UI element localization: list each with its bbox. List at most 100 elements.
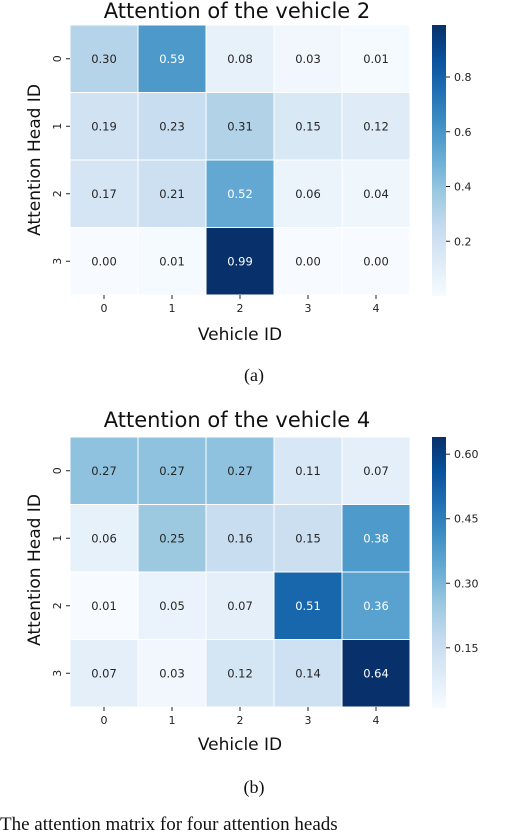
heatmap-cell xyxy=(341,436,411,505)
y-tick-labels: 0 1 2 3 xyxy=(51,467,70,677)
colorbar: 0.2 0.4 0.6 0.8 xyxy=(432,25,472,296)
cell-value-label: 0.36 xyxy=(363,599,389,613)
cell-value-label: 0.51 xyxy=(295,599,321,613)
cell-value-label: 0.16 xyxy=(227,531,253,545)
x-tick-label: 0 xyxy=(101,302,108,315)
x-tick-label: 4 xyxy=(373,302,380,315)
y-tick-label: 3 xyxy=(51,670,64,677)
cell-value-label: 0.17 xyxy=(91,187,117,201)
chart-title: Attention of the vehicle 2 xyxy=(104,0,370,23)
colorbar-tick-label: 0.30 xyxy=(454,577,479,590)
colorbar-tick-label: 0.8 xyxy=(454,71,472,84)
colorbar-tick-label: 0.15 xyxy=(454,642,479,655)
x-tick-label: 3 xyxy=(305,302,312,315)
heatmap-cell xyxy=(273,24,343,93)
y-tick-labels: 0 1 2 3 xyxy=(51,55,70,265)
cell-value-label: 0.59 xyxy=(159,52,185,66)
cell-value-label: 0.11 xyxy=(295,464,321,478)
cell-value-label: 0.03 xyxy=(295,52,321,66)
heatmap-cell xyxy=(341,92,411,161)
y-tick-label: 1 xyxy=(51,535,64,542)
heatmap-cell xyxy=(205,227,275,296)
heatmap-cell xyxy=(341,159,411,228)
heatmap-cell xyxy=(205,504,275,573)
heatmap-cell xyxy=(137,436,207,505)
x-tick-label: 4 xyxy=(373,714,380,727)
heatmap-cell xyxy=(205,92,275,161)
colorbar-gradient xyxy=(432,25,446,296)
heatmap-cell xyxy=(341,571,411,640)
x-tick-label: 0 xyxy=(101,714,108,727)
heatmap-cell xyxy=(273,639,343,708)
heatmap-panel-a: Attention of the vehicle 2 Attention Hea… xyxy=(25,0,472,386)
heatmap-cell xyxy=(341,504,411,573)
cell-value-label: 0.30 xyxy=(91,52,117,66)
cell-value-label: 0.23 xyxy=(159,119,185,133)
x-axis-label: Vehicle ID xyxy=(198,735,282,755)
heatmap-cell xyxy=(137,227,207,296)
x-tick-label: 2 xyxy=(237,302,244,315)
cell-value-label: 0.04 xyxy=(363,187,389,201)
heatmap-cell xyxy=(205,571,275,640)
x-tick-label: 1 xyxy=(169,714,176,727)
cell-value-label: 0.64 xyxy=(363,666,389,680)
heatmap-cell xyxy=(69,92,139,161)
heatmap-cell xyxy=(137,159,207,228)
heatmap-cell xyxy=(137,24,207,93)
y-axis-label: Attention Head ID xyxy=(25,494,45,646)
y-tick-label: 3 xyxy=(51,258,64,265)
heatmap-cell xyxy=(205,24,275,93)
cell-value-label: 0.07 xyxy=(227,599,253,613)
colorbar-tick-label: 0.6 xyxy=(454,126,472,139)
cell-value-label: 0.38 xyxy=(363,531,389,545)
cell-value-label: 0.00 xyxy=(91,254,117,268)
heatmap-cell xyxy=(69,504,139,573)
cell-value-label: 0.01 xyxy=(363,52,389,66)
heatmap-cell xyxy=(273,159,343,228)
figure-footer-text: The attention matrix for four attention … xyxy=(0,814,338,832)
heatmap-cell xyxy=(69,24,139,93)
cell-value-label: 0.06 xyxy=(91,531,117,545)
x-tick-labels: 0 1 2 3 4 xyxy=(101,295,380,315)
cell-value-label: 0.31 xyxy=(227,119,253,133)
colorbar-tick-label: 0.60 xyxy=(454,448,479,461)
y-tick-label: 1 xyxy=(51,123,64,130)
caption-a: (a) xyxy=(244,365,264,386)
cell-value-label: 0.07 xyxy=(363,464,389,478)
heatmap-cell xyxy=(341,227,411,296)
cell-value-label: 0.21 xyxy=(159,187,185,201)
cell-value-label: 0.15 xyxy=(295,531,321,545)
cell-value-label: 0.05 xyxy=(159,599,185,613)
x-tick-labels: 0 1 2 3 4 xyxy=(101,707,380,727)
cell-value-label: 0.01 xyxy=(159,254,185,268)
cell-value-label: 0.01 xyxy=(91,599,117,613)
cell-value-label: 0.07 xyxy=(91,666,117,680)
cell-value-label: 0.25 xyxy=(159,531,185,545)
y-tick-label: 0 xyxy=(51,55,64,62)
heatmap-cell xyxy=(137,639,207,708)
cell-value-label: 0.15 xyxy=(295,119,321,133)
y-axis-label: Attention Head ID xyxy=(25,84,45,236)
cell-value-label: 0.27 xyxy=(227,464,253,478)
heatmap-cells: 0.30 0.59 0.08 0.03 0.01 0.19 0.23 0.31 0.15 0.12… xyxy=(69,24,411,296)
y-tick-label: 2 xyxy=(51,190,64,197)
colorbar-tick-label: 0.4 xyxy=(454,181,472,194)
heatmap-panel-b: Attention of the vehicle 4 Attention Hea… xyxy=(25,408,479,798)
colorbar-tick-label: 0.45 xyxy=(454,513,479,526)
cell-value-label: 0.12 xyxy=(227,666,253,680)
cell-value-label: 0.03 xyxy=(159,666,185,680)
cell-value-label: 0.27 xyxy=(159,464,185,478)
colorbar-tick-label: 0.2 xyxy=(454,235,472,248)
colorbar: 0.15 0.30 0.45 0.60 xyxy=(432,437,479,708)
x-tick-label: 3 xyxy=(305,714,312,727)
x-tick-label: 2 xyxy=(237,714,244,727)
colorbar-gradient xyxy=(432,437,446,708)
cell-value-label: 0.52 xyxy=(227,187,253,201)
cell-value-label: 0.14 xyxy=(295,666,321,680)
heatmap-cell xyxy=(69,639,139,708)
cell-value-label: 0.00 xyxy=(295,254,321,268)
cell-value-label: 0.08 xyxy=(227,52,253,66)
y-tick-label: 2 xyxy=(51,602,64,609)
cell-value-label: 0.12 xyxy=(363,119,389,133)
